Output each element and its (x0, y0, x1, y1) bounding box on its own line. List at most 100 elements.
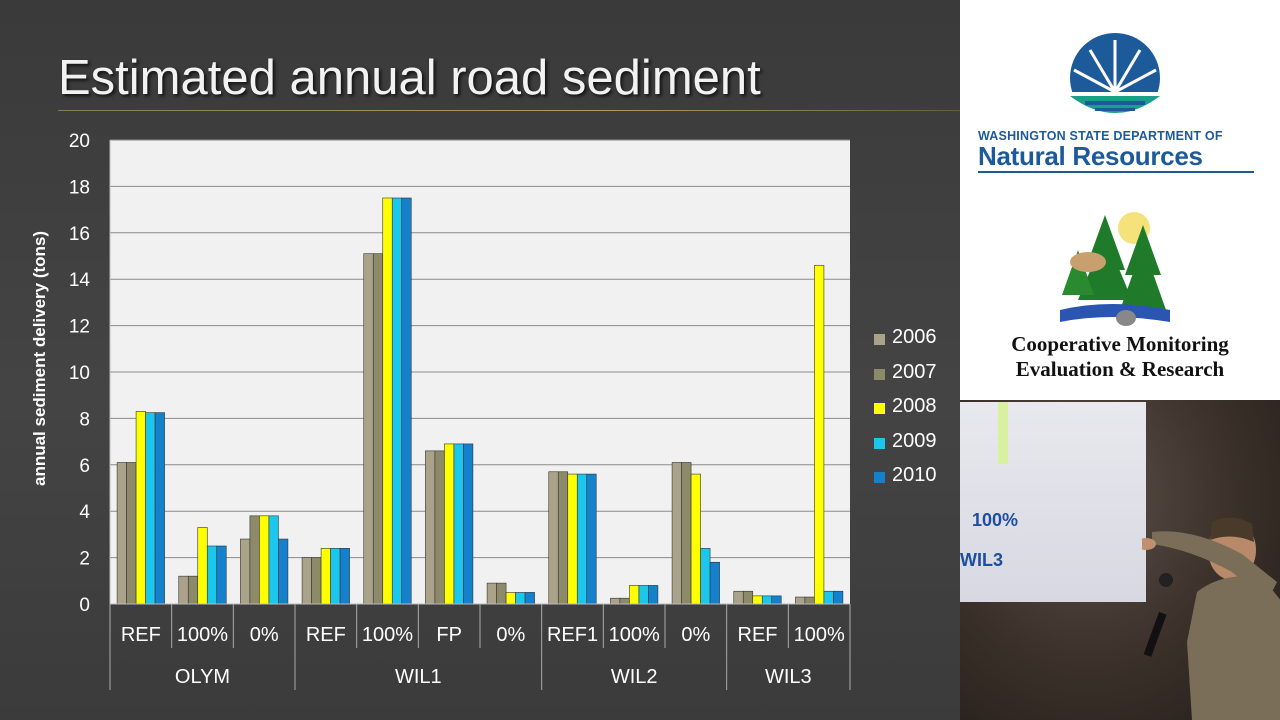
x-category-label: FP (436, 624, 462, 646)
x-group-label: WIL1 (395, 666, 442, 688)
cmer-logo-line2: Evaluation & Research (1015, 357, 1225, 381)
bar-2008-0 (135, 411, 146, 605)
slide-title: Estimated annual road sediment (58, 51, 761, 105)
bar-2010-6 (524, 592, 535, 605)
bar-2009-0 (145, 412, 156, 605)
x-category-label: 0% (496, 624, 525, 646)
bar-2006-8 (610, 597, 621, 605)
legend-swatch (874, 368, 885, 380)
bar-2007-11 (804, 596, 815, 605)
bar-2010-2 (278, 538, 289, 605)
bar-2006-9 (671, 462, 682, 605)
bar-2009-2 (268, 515, 279, 605)
bar-2009-10 (761, 595, 773, 605)
x-category-label: 100% (362, 624, 413, 646)
bar-2006-1 (178, 575, 189, 605)
x-group-label: WIL3 (765, 666, 812, 688)
projected-label-100: 100% (972, 510, 1019, 530)
bar-2008-7 (567, 473, 578, 605)
bar-2010-1 (216, 545, 227, 605)
legend-swatch (874, 472, 885, 483)
x-category-label: REF (306, 624, 346, 646)
dnr-logo-line2: Natural Resources (978, 141, 1203, 171)
bar-2008-2 (259, 515, 270, 605)
bar-2007-10 (742, 590, 754, 605)
x-category-label: REF1 (547, 624, 598, 646)
bar-2010-8 (648, 585, 659, 605)
y-tick-label: 20 (69, 131, 90, 152)
projector-screen: 100% WIL3 (960, 402, 1146, 602)
bar-2006-3 (301, 557, 312, 605)
bar-2010-5 (463, 443, 474, 605)
bar-2008-4 (382, 197, 393, 605)
dnr-logo-line1: WASHINGTON STATE DEPARTMENT OF (978, 129, 1223, 143)
x-category-label: 100% (794, 624, 845, 646)
x-category-label: 100% (177, 624, 228, 646)
bar-2009-5 (453, 443, 464, 605)
bar-2006-4 (363, 253, 374, 605)
y-tick-label: 14 (69, 270, 91, 291)
bar-2009-7 (576, 473, 588, 605)
bar-2006-10 (733, 590, 744, 605)
bar-2010-0 (154, 412, 165, 605)
bar-2007-3 (311, 557, 322, 605)
bar-chart: 0 2 4 6 8 10 12 14 16 18 20 REF 100% 0% REF 100% FP 0% REF… (69, 131, 851, 690)
x-category-label: 0% (250, 624, 279, 646)
bar-2007-7 (557, 471, 569, 605)
bar-2008-1 (197, 527, 208, 605)
y-tick-label: 0 (79, 595, 90, 616)
bar-2006-7 (548, 471, 559, 605)
legend-label: 2007 (892, 360, 937, 383)
bar-2007-4 (372, 253, 384, 605)
legend-swatch (874, 403, 885, 414)
y-tick-label: 6 (79, 456, 90, 477)
logo-panel: WASHINGTON STATE DEPARTMENT OF Natural R… (960, 0, 1280, 400)
x-group-label: WIL2 (611, 666, 658, 688)
bar-2006-0 (116, 462, 127, 605)
legend-label: 2008 (892, 395, 937, 417)
slide: Estimated annual road sediment 0 2 4 6 8 10 12… (0, 0, 960, 720)
bar-2008-9 (690, 473, 701, 605)
bar-2009-8 (638, 585, 649, 605)
projected-label-wil3: WIL3 (960, 550, 1003, 570)
cmer-logo-line1: Cooperative Monitoring (1011, 332, 1229, 356)
x-group-label: OLYM (175, 666, 230, 688)
bar-2007-9 (681, 462, 692, 605)
speaker-figure (1142, 517, 1280, 720)
y-tick-label: 4 (79, 502, 90, 523)
y-tick-label: 8 (79, 409, 90, 430)
legend-label: 2010 (892, 464, 937, 486)
legend-label: 2006 (892, 326, 937, 348)
bar-2008-5 (444, 443, 455, 605)
bar-2008-11 (814, 264, 825, 605)
bar-2010-3 (339, 548, 350, 605)
bar-2009-4 (391, 197, 403, 605)
title-divider (58, 110, 960, 111)
bar-2006-2 (240, 538, 251, 605)
y-tick-label: 10 (69, 363, 90, 384)
bar-2006-5 (425, 450, 436, 605)
bar-2007-8 (619, 597, 630, 605)
bar-2007-0 (126, 462, 137, 605)
bar-2009-6 (515, 592, 526, 605)
y-axis-label: annual sediment delivery (tons) (30, 230, 49, 486)
bar-2009-9 (700, 548, 711, 605)
bar-2010-4 (401, 197, 412, 605)
x-category-label: REF (738, 624, 778, 646)
bar-2006-11 (795, 596, 806, 605)
bar-2007-6 (496, 582, 507, 605)
bar-2010-7 (586, 473, 597, 605)
right-panel: WASHINGTON STATE DEPARTMENT OF Natural R… (960, 0, 1280, 720)
dnr-logo-rule (978, 171, 1254, 173)
bar-2007-1 (187, 575, 199, 605)
bar-2007-5 (434, 450, 445, 605)
legend-label: 2009 (892, 429, 937, 452)
y-tick-label: 2 (79, 549, 90, 570)
y-tick-label: 12 (69, 317, 90, 338)
y-tick-label: 16 (69, 224, 90, 245)
bar-2006-6 (486, 582, 497, 605)
bar-2008-6 (505, 592, 516, 605)
bar-2009-11 (823, 590, 834, 605)
legend-swatch (874, 437, 885, 449)
bar-2009-1 (206, 545, 218, 605)
